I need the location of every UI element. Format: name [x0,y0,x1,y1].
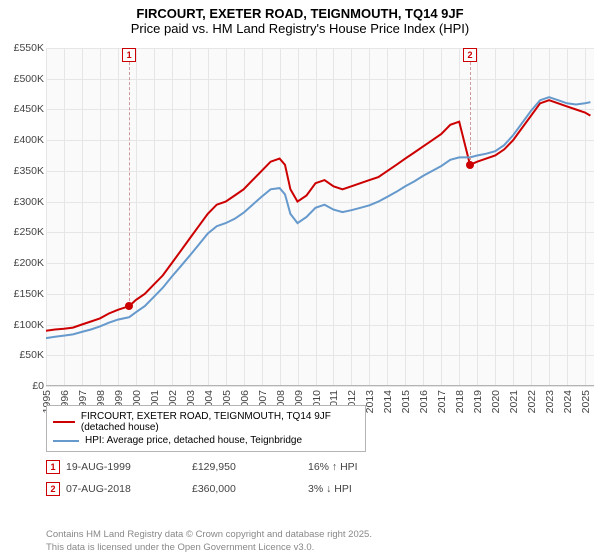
sale-delta-2: 3% ↓ HPI [308,483,352,495]
legend-row-property: FIRCOURT, EXETER ROAD, TEIGNMOUTH, TQ14 … [53,410,359,434]
sale-delta-1: 16% ↑ HPI [308,461,358,473]
sale-badge-1: 1 [46,460,60,474]
chart-area: 12 £0£50K£100K£150K£200K£250K£300K£350K£… [0,38,600,423]
sale-row-2: 2 07-AUG-2018 £360,000 3% ↓ HPI [46,482,580,496]
sale-price-1: £129,950 [192,461,302,473]
footer: Contains HM Land Registry data © Crown c… [46,529,372,554]
marker-dot-2 [466,161,474,169]
y-axis-label: £100K [0,319,44,331]
sale-price-2: £360,000 [192,483,302,495]
marker-badge-2: 2 [463,48,477,62]
marker-vline-1 [129,62,130,306]
marker-badge-1: 1 [122,48,136,62]
axis-border [46,48,594,386]
y-axis-label: £500K [0,73,44,85]
sale-date-2: 07-AUG-2018 [66,483,186,495]
y-axis-label: £400K [0,134,44,146]
marker-vline-2 [470,62,471,165]
legend-label-hpi: HPI: Average price, detached house, Teig… [85,435,302,446]
legend-swatch-property [53,421,75,423]
y-axis-label: £0 [0,380,44,392]
y-axis-label: £350K [0,165,44,177]
chart-subtitle: Price paid vs. HM Land Registry's House … [0,21,600,36]
legend-row-hpi: HPI: Average price, detached house, Teig… [53,434,359,447]
marker-dot-1 [125,302,133,310]
chart-title: FIRCOURT, EXETER ROAD, TEIGNMOUTH, TQ14 … [0,6,600,21]
footer-line2: This data is licensed under the Open Gov… [46,542,372,554]
legend-box: FIRCOURT, EXETER ROAD, TEIGNMOUTH, TQ14 … [46,405,366,452]
y-axis-label: £200K [0,257,44,269]
plot-region: 12 [46,48,594,386]
hgrid [46,386,594,387]
x-axis-label: 2025 [580,390,592,413]
y-axis-label: £300K [0,196,44,208]
y-axis-label: £50K [0,349,44,361]
sale-badge-2: 2 [46,482,60,496]
y-axis-label: £550K [0,42,44,54]
sale-row-1: 1 19-AUG-1999 £129,950 16% ↑ HPI [46,460,580,474]
legend-swatch-hpi [53,440,79,442]
y-axis-label: £450K [0,103,44,115]
footer-line1: Contains HM Land Registry data © Crown c… [46,529,372,541]
sale-date-1: 19-AUG-1999 [66,461,186,473]
y-axis-label: £250K [0,226,44,238]
legend-block: FIRCOURT, EXETER ROAD, TEIGNMOUTH, TQ14 … [46,405,580,496]
y-axis-label: £150K [0,288,44,300]
legend-label-property: FIRCOURT, EXETER ROAD, TEIGNMOUTH, TQ14 … [81,411,359,433]
